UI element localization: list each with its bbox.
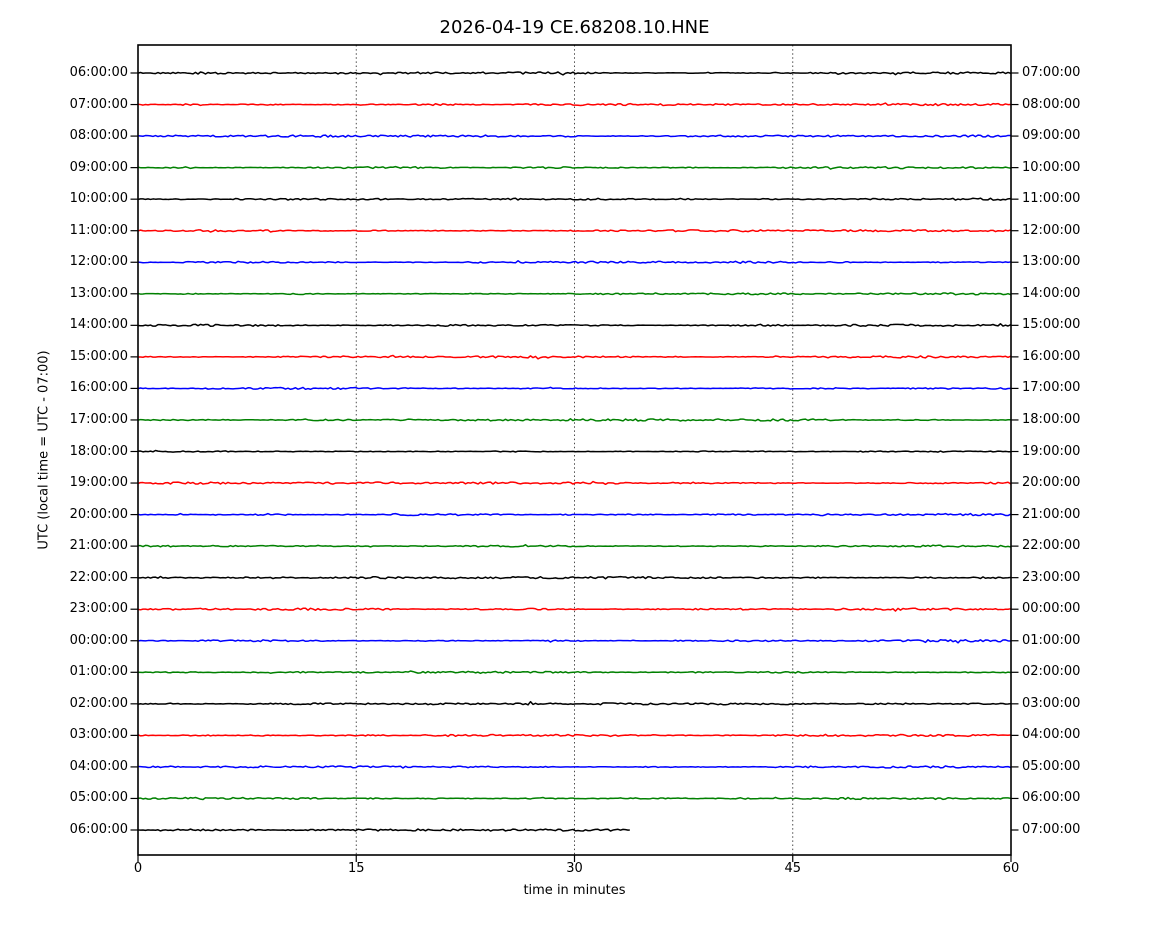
trace-row (137, 480, 1012, 486)
right-tick-label-local: 00:00:00 (1022, 601, 1081, 617)
right-tick-label-local: 19:00:00 (1022, 443, 1081, 459)
left-tick-label-utc: 00:00:00 (69, 632, 128, 648)
left-tick-label-utc: 07:00:00 (69, 96, 128, 112)
trace-row (138, 575, 1012, 580)
trace-row (137, 134, 1012, 138)
trace-row (137, 449, 1012, 453)
right-tick-label-local: 22:00:00 (1022, 538, 1081, 554)
right-tick-label-local: 12:00:00 (1022, 222, 1081, 238)
trace-row (137, 765, 1012, 769)
trace-row (137, 607, 1012, 612)
left-tick-label-utc: 20:00:00 (69, 506, 128, 522)
left-tick-label-utc: 10:00:00 (69, 191, 128, 207)
trace-row (137, 828, 630, 832)
right-tick-label-local: 02:00:00 (1022, 664, 1081, 680)
right-tick-label-local: 10:00:00 (1022, 159, 1081, 175)
right-tick-label-local: 03:00:00 (1022, 695, 1081, 711)
left-tick-label-utc: 04:00:00 (69, 758, 128, 774)
trace-row (137, 165, 1012, 170)
trace-row (137, 544, 1012, 548)
left-tick-label-utc: 03:00:00 (69, 727, 128, 743)
left-tick-label-utc: 19:00:00 (69, 475, 128, 491)
left-tick-label-utc: 15:00:00 (69, 348, 128, 364)
right-tick-label-local: 08:00:00 (1022, 96, 1081, 112)
right-tick-label-local: 20:00:00 (1022, 475, 1081, 491)
trace-row (137, 260, 1012, 264)
left-tick-label-utc: 05:00:00 (69, 790, 128, 806)
x-tick-label: 60 (1002, 861, 1020, 876)
right-tick-label-local: 15:00:00 (1022, 317, 1081, 333)
trace-row (137, 354, 1012, 360)
right-tick-label-local: 07:00:00 (1022, 65, 1081, 80)
left-tick-label-utc: 11:00:00 (69, 222, 128, 238)
trace-row (137, 638, 1012, 644)
trace-row (137, 512, 1012, 517)
chart-title: 2026-04-19 CE.68208.10.HNE (439, 17, 710, 38)
trace-row (137, 796, 1012, 801)
left-tick-label-utc: 12:00:00 (69, 254, 128, 270)
trace-row (137, 670, 1012, 675)
left-tick-label-utc: 14:00:00 (69, 317, 128, 333)
trace-row (137, 386, 1012, 391)
trace-row (137, 700, 1012, 706)
right-tick-label-local: 13:00:00 (1022, 254, 1081, 270)
right-tick-label-local: 07:00:00 (1022, 822, 1081, 837)
left-tick-label-utc: 06:00:00 (69, 822, 128, 837)
left-tick-label-utc: 02:00:00 (69, 695, 128, 711)
x-tick-label: 0 (133, 861, 143, 876)
right-tick-label-local: 16:00:00 (1022, 348, 1081, 364)
left-tick-label-utc: 13:00:00 (69, 285, 128, 301)
x-tick-label: 30 (566, 861, 583, 876)
axes-frame (137, 44, 1012, 856)
right-tick-label-local: 05:00:00 (1022, 758, 1081, 774)
left-tick-label-utc: 21:00:00 (69, 538, 128, 554)
right-tick-label-local: 06:00:00 (1022, 790, 1081, 806)
right-tick-label-local: 11:00:00 (1022, 191, 1081, 207)
right-tick-label-local: 17:00:00 (1022, 380, 1081, 396)
left-tick-label-utc: 18:00:00 (69, 443, 128, 459)
trace-row (137, 292, 1012, 296)
x-tick-label: 15 (347, 861, 365, 876)
trace-row (137, 71, 1012, 76)
trace-row (137, 418, 1012, 422)
trace-row (137, 102, 1012, 107)
trace-row (137, 228, 1012, 233)
left-tick-label-utc: 16:00:00 (69, 380, 128, 396)
x-axis-label: time in minutes (523, 883, 626, 898)
trace-row (137, 323, 1012, 328)
left-tick-label-utc: 22:00:00 (69, 569, 128, 585)
left-tick-label-utc: 23:00:00 (69, 601, 128, 617)
left-tick-label-utc: 08:00:00 (69, 128, 128, 144)
right-tick-label-local: 23:00:00 (1022, 569, 1081, 585)
right-tick-label-local: 18:00:00 (1022, 411, 1081, 427)
right-tick-label-local: 21:00:00 (1022, 506, 1081, 522)
trace-row (137, 733, 1012, 738)
right-tick-label-local: 04:00:00 (1022, 727, 1081, 743)
left-tick-label-utc: 17:00:00 (69, 411, 128, 427)
right-tick-label-local: 01:00:00 (1022, 632, 1081, 648)
left-tick-label-utc: 01:00:00 (69, 664, 128, 680)
left-tick-label-utc: 06:00:00 (69, 65, 128, 80)
x-tick-label: 45 (784, 861, 802, 876)
left-tick-label-utc: 09:00:00 (69, 159, 128, 175)
right-tick-label-local: 14:00:00 (1022, 285, 1081, 301)
right-tick-label-local: 09:00:00 (1022, 128, 1081, 144)
trace-row (137, 197, 1012, 201)
